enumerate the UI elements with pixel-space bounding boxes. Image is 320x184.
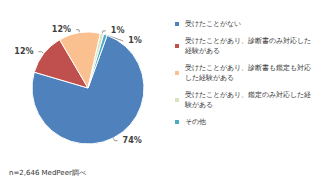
svg-text:受けたことがない: 受けたことがない <box>185 20 241 28</box>
svg-text:受けたことがあり、診断書も鑑定も対応: 受けたことがあり、診断書も鑑定も対応 <box>185 64 311 72</box>
svg-text:1%: 1% <box>111 26 125 35</box>
svg-text:n=2,646 MedPeer調べ: n=2,646 MedPeer調べ <box>9 169 86 177</box>
svg-text:受けたことがあり、診断書のみ対応した: 受けたことがあり、診断書のみ対応した <box>185 37 311 45</box>
svg-text:した経験がある: した経験がある <box>185 74 234 82</box>
svg-text:74%: 74% <box>123 136 142 145</box>
svg-text:1%: 1% <box>128 36 142 45</box>
svg-text:経験がある: 経験がある <box>184 47 220 55</box>
svg-text:験がある: 験がある <box>184 101 213 109</box>
svg-text:その他: その他 <box>185 118 206 126</box>
svg-text:12%: 12% <box>52 25 71 34</box>
svg-text:12%: 12% <box>14 47 33 56</box>
svg-text:受けたことがあり、鑑定のみ対応した経: 受けたことがあり、鑑定のみ対応した経 <box>185 91 311 99</box>
